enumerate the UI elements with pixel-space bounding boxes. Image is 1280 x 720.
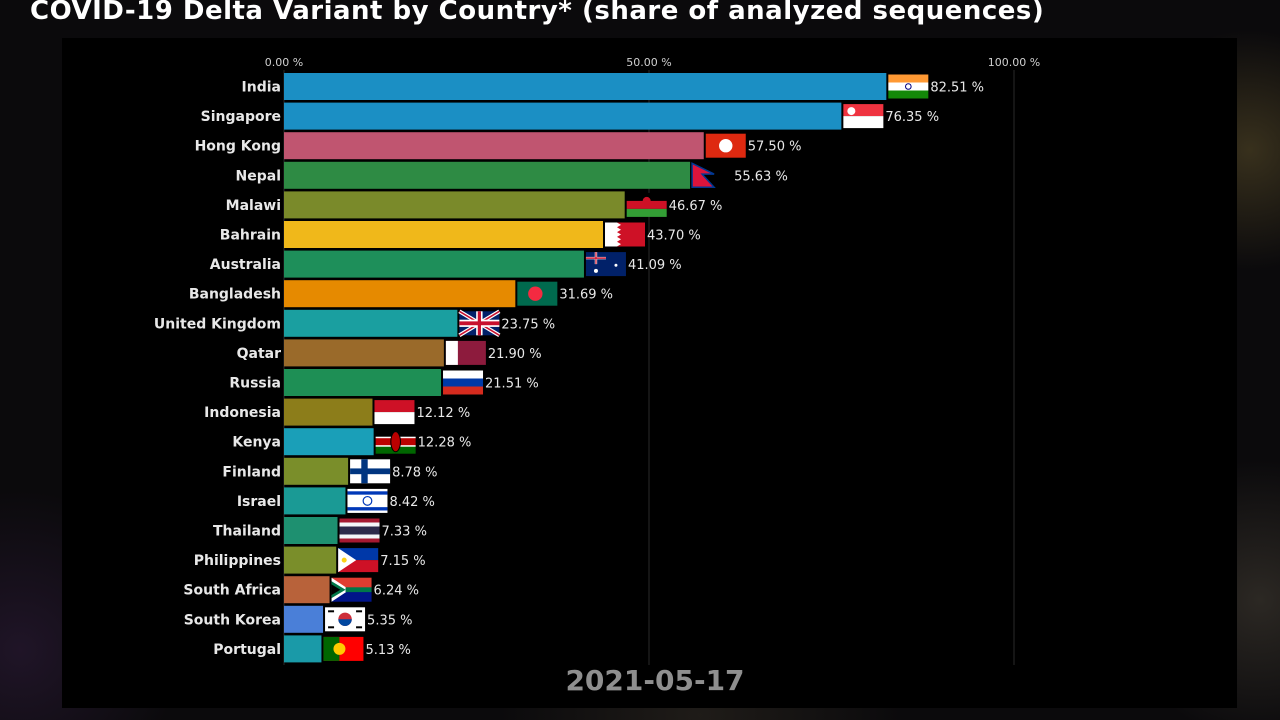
category-label: South Korea bbox=[184, 612, 281, 628]
category-label: Finland bbox=[222, 464, 281, 480]
chart-title: COVID-19 Delta Variant by Country* (shar… bbox=[30, 0, 1045, 26]
flag-united-kingdom-icon bbox=[458, 309, 501, 338]
flag-finland-icon bbox=[350, 459, 391, 484]
x-tick-label: 100.00 % bbox=[988, 56, 1040, 69]
bar bbox=[284, 635, 322, 663]
category-label: Philippines bbox=[194, 553, 281, 569]
x-tick-label: 50.00 % bbox=[626, 56, 671, 69]
category-label: Thailand bbox=[213, 524, 281, 540]
value-label: 46.67 % bbox=[669, 199, 723, 214]
flag-russia-icon bbox=[443, 370, 484, 395]
value-label: 23.75 % bbox=[501, 317, 555, 332]
flag-bahrain-icon bbox=[605, 222, 646, 247]
bar bbox=[284, 546, 337, 574]
bar bbox=[284, 398, 373, 426]
flag-malawi-icon bbox=[626, 192, 667, 217]
value-label: 12.28 % bbox=[418, 436, 472, 451]
flag-singapore-icon bbox=[843, 104, 884, 129]
value-label: 12.12 % bbox=[416, 406, 470, 421]
category-label: United Kingdom bbox=[154, 316, 281, 332]
bar bbox=[284, 191, 625, 219]
bar bbox=[284, 309, 458, 337]
flag-hong-kong-icon bbox=[705, 133, 746, 158]
value-label: 76.35 % bbox=[885, 110, 939, 125]
bar bbox=[284, 339, 444, 367]
value-label: 57.50 % bbox=[748, 140, 802, 155]
value-label: 5.13 % bbox=[365, 643, 410, 658]
category-label: Portugal bbox=[213, 642, 281, 658]
category-label: Singapore bbox=[201, 109, 281, 125]
bar bbox=[284, 517, 338, 544]
flag-australia-icon bbox=[585, 252, 626, 277]
bar bbox=[284, 221, 604, 248]
category-label: India bbox=[242, 80, 281, 96]
bar bbox=[284, 576, 330, 604]
bar bbox=[284, 132, 704, 160]
category-label: Bangladesh bbox=[189, 287, 281, 303]
category-label: Australia bbox=[210, 257, 281, 273]
date-label: 2021-05-17 bbox=[565, 664, 745, 697]
value-label: 8.42 % bbox=[389, 495, 434, 510]
x-tick-label: 0.00 % bbox=[265, 56, 303, 69]
bar bbox=[284, 102, 842, 130]
value-label: 6.24 % bbox=[374, 584, 419, 599]
bar bbox=[284, 487, 346, 515]
flag-india-icon bbox=[888, 74, 929, 99]
category-label: Israel bbox=[237, 494, 281, 510]
bar bbox=[284, 605, 324, 633]
flag-thailand-icon bbox=[339, 518, 380, 543]
value-label: 21.51 % bbox=[485, 377, 539, 392]
flag-nepal-icon bbox=[691, 162, 733, 189]
value-label: 55.63 % bbox=[734, 169, 788, 184]
value-label: 8.78 % bbox=[392, 465, 437, 480]
flag-israel-icon bbox=[347, 488, 388, 513]
bar bbox=[284, 428, 374, 456]
category-label: Kenya bbox=[232, 435, 281, 451]
flag-qatar-icon bbox=[445, 340, 486, 365]
value-label: 21.90 % bbox=[488, 347, 542, 362]
flag-kenya-icon bbox=[375, 429, 416, 454]
bar bbox=[284, 280, 516, 308]
category-label: South Africa bbox=[183, 583, 281, 599]
value-label: 41.09 % bbox=[628, 258, 682, 273]
flag-philippines-icon bbox=[338, 548, 379, 573]
flag-south-africa-icon bbox=[331, 577, 372, 602]
category-label: Russia bbox=[229, 376, 281, 392]
value-label: 7.33 % bbox=[382, 525, 427, 540]
value-label: 43.70 % bbox=[647, 229, 701, 244]
value-label: 31.69 % bbox=[559, 288, 613, 303]
value-label: 7.15 % bbox=[380, 554, 425, 569]
category-label: Hong Kong bbox=[195, 139, 281, 155]
bar bbox=[284, 161, 691, 189]
value-label: 82.51 % bbox=[930, 81, 984, 96]
flag-bangladesh-icon bbox=[517, 281, 558, 306]
category-label: Nepal bbox=[236, 168, 281, 184]
flag-indonesia-icon bbox=[374, 400, 415, 425]
category-label: Malawi bbox=[226, 198, 281, 214]
category-label: Indonesia bbox=[204, 405, 281, 421]
bar bbox=[284, 250, 584, 278]
flag-portugal-icon bbox=[323, 636, 364, 661]
bar bbox=[284, 369, 442, 396]
category-label: Qatar bbox=[237, 346, 281, 362]
flag-south-korea-icon bbox=[325, 607, 366, 632]
category-label: Bahrain bbox=[220, 228, 281, 244]
bar bbox=[284, 73, 887, 100]
bar bbox=[284, 457, 349, 485]
value-label: 5.35 % bbox=[367, 613, 412, 628]
